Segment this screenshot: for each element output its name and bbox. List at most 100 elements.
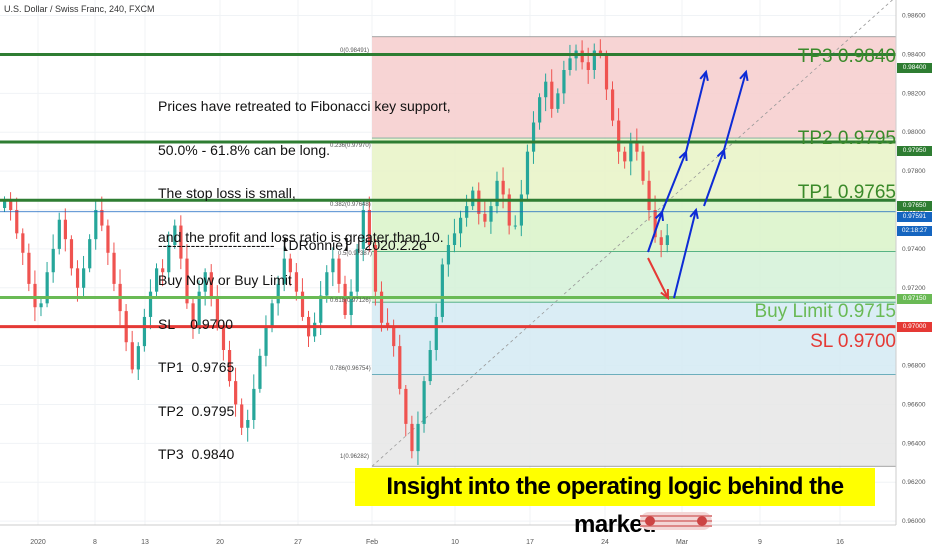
candle-body — [519, 194, 523, 226]
sl-label: SL 0.9700 — [810, 331, 896, 352]
candle-body — [264, 326, 268, 356]
candle-body — [234, 381, 238, 405]
arrow-up — [647, 211, 663, 253]
candle-body — [641, 151, 645, 181]
candle-body — [550, 81, 554, 109]
candle-body — [185, 258, 189, 304]
candle-body — [525, 151, 530, 195]
candle-body — [191, 303, 195, 327]
fib-label-5: 0.5(0.97387) — [338, 251, 373, 257]
candle-body — [501, 180, 505, 195]
candle-body — [27, 252, 31, 284]
price-tick: 0.96400 — [902, 440, 926, 447]
candle-body — [452, 233, 457, 245]
candle-body — [337, 258, 341, 284]
candle-body — [130, 342, 134, 370]
candle-body — [313, 322, 317, 337]
note-line: Buy Now or Buy Limit — [158, 272, 292, 288]
candle-body — [227, 350, 232, 382]
candle-body — [203, 272, 207, 292]
candle-body — [416, 423, 420, 452]
candle-body — [319, 295, 323, 323]
candle-body — [629, 141, 633, 162]
fib-label-382: 0.382(0.97648) — [330, 202, 371, 208]
price-tick: 0.96000 — [902, 518, 926, 525]
candle-body — [361, 210, 365, 249]
candle-body — [507, 194, 511, 226]
arrow-up — [723, 71, 747, 151]
candle-body — [173, 225, 177, 245]
price-tick: 0.96800 — [902, 363, 926, 370]
candle-body — [659, 237, 663, 245]
candle-body — [136, 346, 140, 370]
candle-body — [75, 268, 80, 288]
candle-body — [33, 283, 37, 308]
fib-zone — [372, 138, 896, 201]
candle-body — [562, 70, 566, 94]
candle-body — [276, 283, 280, 304]
candle-body — [325, 272, 329, 296]
note-line: The stop loss is small, — [158, 185, 296, 201]
price-tick: 0.98000 — [902, 129, 926, 136]
arrow-down-head — [660, 288, 670, 301]
candle-body — [282, 258, 286, 284]
candle-body — [635, 141, 639, 152]
time-tick: 17 — [526, 539, 534, 546]
candle-body — [39, 303, 43, 308]
candle-body — [82, 268, 86, 288]
candle-body — [477, 190, 481, 214]
chart-title: U.S. Dollar / Swiss Franc, 240, FXCM — [4, 4, 155, 14]
price-label-tp3: 0.98400 — [897, 63, 932, 73]
candle-body — [611, 89, 615, 121]
candle-body — [3, 200, 7, 209]
fib-zone — [372, 302, 896, 375]
candle-body — [270, 303, 274, 327]
time-tick: 20 — [216, 539, 224, 546]
note-line: Prices have retreated to Fibonacci key s… — [158, 98, 451, 114]
arrow-up — [703, 149, 725, 207]
fib-zone — [372, 251, 896, 303]
tp3-label: TP3 0.9840 — [797, 46, 896, 67]
candle-body — [100, 210, 104, 226]
candle-body — [246, 420, 250, 428]
price-tick: 0.97200 — [902, 285, 926, 292]
time-tick: Mar — [676, 539, 689, 546]
price-tick: 0.98400 — [902, 51, 926, 58]
candle-body — [331, 258, 335, 273]
candle-body — [586, 62, 590, 70]
arrow-up-head — [689, 207, 699, 220]
candle-body — [531, 122, 536, 152]
candle-body — [179, 225, 183, 259]
price-tick: 0.96200 — [902, 479, 926, 486]
time-tick: 13 — [141, 539, 149, 546]
time-tick: 16 — [836, 539, 844, 546]
candle-body — [69, 239, 74, 269]
note-line: SL 0.9700 — [158, 315, 233, 332]
candle-body — [197, 291, 201, 327]
candle-body — [9, 200, 13, 210]
price-label-sl: 0.97000 — [897, 322, 932, 332]
time-tick: 24 — [601, 539, 609, 546]
candle-body — [63, 219, 67, 240]
candle-body — [604, 54, 609, 90]
candle-body — [343, 283, 347, 315]
candle-body — [617, 120, 621, 152]
candle-body — [495, 180, 499, 207]
candle-body — [483, 213, 487, 222]
candle-body — [446, 245, 451, 265]
price-label-tp2: 0.97950 — [897, 146, 932, 156]
price-tick: 0.97800 — [902, 168, 926, 175]
candle-body — [258, 355, 262, 389]
fib-label-786: 0.786(0.96754) — [330, 366, 371, 372]
candle-body — [440, 264, 444, 317]
fib-label-1: 1(0.96282) — [340, 454, 370, 460]
candle-body — [513, 225, 517, 227]
arrow-down — [647, 257, 669, 299]
candle-body — [379, 291, 384, 323]
price-axis — [896, 0, 932, 550]
candle-body — [392, 326, 396, 347]
fib-label-0: 0(0.98491) — [340, 48, 370, 54]
candle-body — [112, 252, 116, 284]
candle-body — [556, 93, 560, 109]
